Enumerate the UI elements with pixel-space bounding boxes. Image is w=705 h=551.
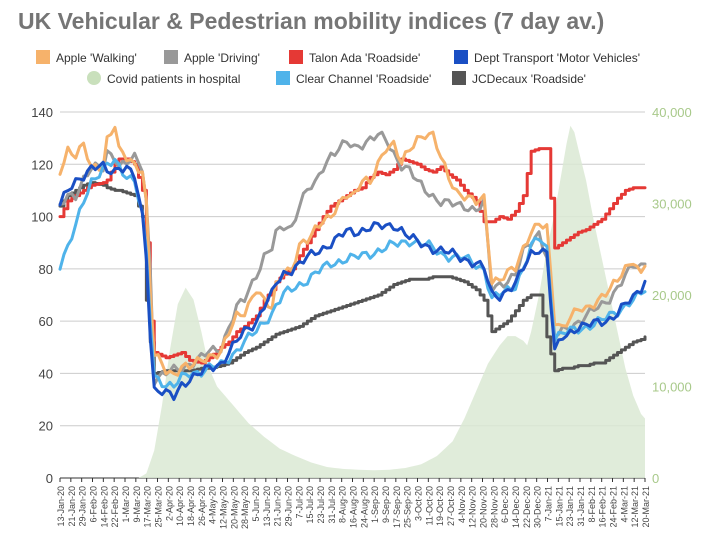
x-tick-label: 27-Oct-20 (446, 486, 456, 526)
y-left-tick-label: 20 (39, 419, 53, 434)
legend-label-apple-driving: Apple 'Driving' (184, 51, 260, 65)
x-tick-label: 14-Feb-20 (99, 486, 109, 528)
x-tick-label: 2-Apr-20 (164, 486, 174, 521)
y-left-tick-label: 80 (39, 262, 53, 277)
x-tick-label: 4-May-20 (208, 486, 218, 524)
y-right-tick-label: 10,000 (652, 380, 692, 395)
series-line-dept-transport-motor-vehicles (58, 160, 647, 402)
x-tick-label: 8-Feb-21 (587, 486, 597, 523)
legend-swatch-clear-channel-roadside (276, 71, 290, 85)
x-tick-label: 24-Feb-21 (609, 486, 619, 528)
x-tick-label: 16-Feb-21 (598, 486, 608, 528)
y-left-tick-label: 0 (46, 471, 53, 486)
series-line-apple-walking (58, 125, 647, 377)
y-left-tick-label: 140 (31, 105, 53, 120)
x-tick-label: 5-Jun-20 (251, 486, 261, 522)
x-tick-label: 21-Jan-20 (67, 486, 77, 527)
x-tick-label: 10-Apr-20 (175, 486, 185, 526)
x-tick-label: 12-Nov-20 (468, 486, 478, 528)
x-tick-label: 15-Jan-21 (554, 486, 564, 527)
x-tick-label: 7-Jan-21 (544, 486, 554, 522)
legend-label-talon-ada-roadside: Talon Ada 'Roadside' (309, 51, 420, 65)
y-left-tick-label: 100 (31, 210, 53, 225)
x-tick-label: 6-Feb-20 (89, 486, 99, 523)
legend-label-dept-transport-motor-vehicles: Dept Transport 'Motor Vehicles' (474, 51, 640, 65)
x-tick-label: 23-Jan-21 (565, 486, 575, 527)
x-tick-label: 29-Jan-20 (78, 486, 88, 527)
x-tick-label: 26-Apr-20 (197, 486, 207, 526)
x-tick-label: 28-Nov-20 (489, 486, 499, 528)
x-tick-label: 29-Jun-20 (284, 486, 294, 527)
x-tick-label: 22-Dec-20 (522, 486, 532, 528)
legend-label-apple-walking: Apple 'Walking' (56, 51, 137, 65)
x-tick-label: 31-Jul-20 (327, 486, 337, 524)
x-tick-label: 15-Jul-20 (305, 486, 315, 524)
x-tick-label: 19-Oct-20 (435, 486, 445, 526)
y-right-tick-label: 20,000 (652, 288, 692, 303)
x-tick-label: 4-Mar-21 (619, 486, 629, 523)
x-tick-label: 30-Dec-20 (533, 486, 543, 528)
y-left-tick-label: 40 (39, 366, 53, 381)
legend-swatch-covid-patients-in-hospital (87, 71, 101, 85)
x-tick-label: 6-Dec-20 (500, 486, 510, 523)
x-tick-label: 25-Mar-20 (154, 486, 164, 528)
legend-swatch-talon-ada-roadside (289, 50, 303, 64)
legend-swatch-apple-walking (36, 50, 50, 64)
x-tick-label: 20-Nov-20 (479, 486, 489, 528)
x-tick-label: 14-Dec-20 (511, 486, 521, 528)
y-left-tick-label: 60 (39, 314, 53, 329)
x-tick-label: 1-Mar-20 (121, 486, 131, 523)
x-tick-label: 12-Mar-21 (630, 486, 640, 528)
x-tick-label: 12-May-20 (219, 486, 229, 529)
series-area-covid-patients (60, 125, 645, 478)
y-left-tick-label: 120 (31, 157, 53, 172)
x-tick-label: 9-Sep-20 (381, 486, 391, 523)
x-tick-label: 11-Oct-20 (424, 486, 434, 525)
legend-swatch-apple-driving (164, 50, 178, 64)
chart-title: UK Vehicular & Pedestrian mobility indic… (18, 8, 605, 34)
x-tick-label: 20-Mar-21 (641, 486, 651, 528)
y-right-tick-label: 0 (652, 471, 659, 486)
legend-label-jcdecaux-roadside: JCDecaux 'Roadside' (472, 72, 586, 86)
y-right-tick-label: 40,000 (652, 105, 692, 120)
legend-swatch-jcdecaux-roadside (452, 71, 466, 85)
x-tick-label: 17-Mar-20 (143, 486, 153, 528)
x-tick-label: 21-Jun-20 (273, 486, 283, 527)
y-right-tick-label: 30,000 (652, 197, 692, 212)
x-tick-label: 28-May-20 (240, 486, 250, 529)
x-tick-label: 7-Jul-20 (294, 486, 304, 519)
x-tick-label: 13-Jun-20 (262, 486, 272, 527)
x-tick-label: 22-Feb-20 (110, 486, 120, 528)
x-tick-label: 9-Mar-20 (132, 486, 142, 523)
x-tick-label: 31-Jan-21 (576, 486, 586, 527)
x-tick-label: 13-Jan-20 (56, 486, 66, 527)
x-tick-label: 24-Aug-20 (359, 486, 369, 528)
x-tick-label: 4-Nov-20 (457, 486, 467, 523)
x-tick-label: 23-Jul-20 (316, 486, 326, 524)
legend-label-clear-channel-roadside: Clear Channel 'Roadside' (296, 72, 431, 86)
x-tick-label: 16-Aug-20 (349, 486, 359, 528)
x-tick-label: 20-May-20 (229, 486, 239, 529)
legend-swatch-dept-transport-motor-vehicles (454, 50, 468, 64)
x-tick-label: 18-Apr-20 (186, 486, 196, 526)
x-tick-label: 17-Sep-20 (392, 486, 402, 528)
x-tick-label: 8-Aug-20 (338, 486, 348, 523)
x-tick-label: 1-Sep-20 (370, 486, 380, 523)
x-tick-label: 3-Oct-20 (414, 486, 424, 521)
x-tick-label: 25-Sep-20 (403, 486, 413, 528)
legend-label-covid-patients-in-hospital: Covid patients in hospital (107, 72, 240, 86)
